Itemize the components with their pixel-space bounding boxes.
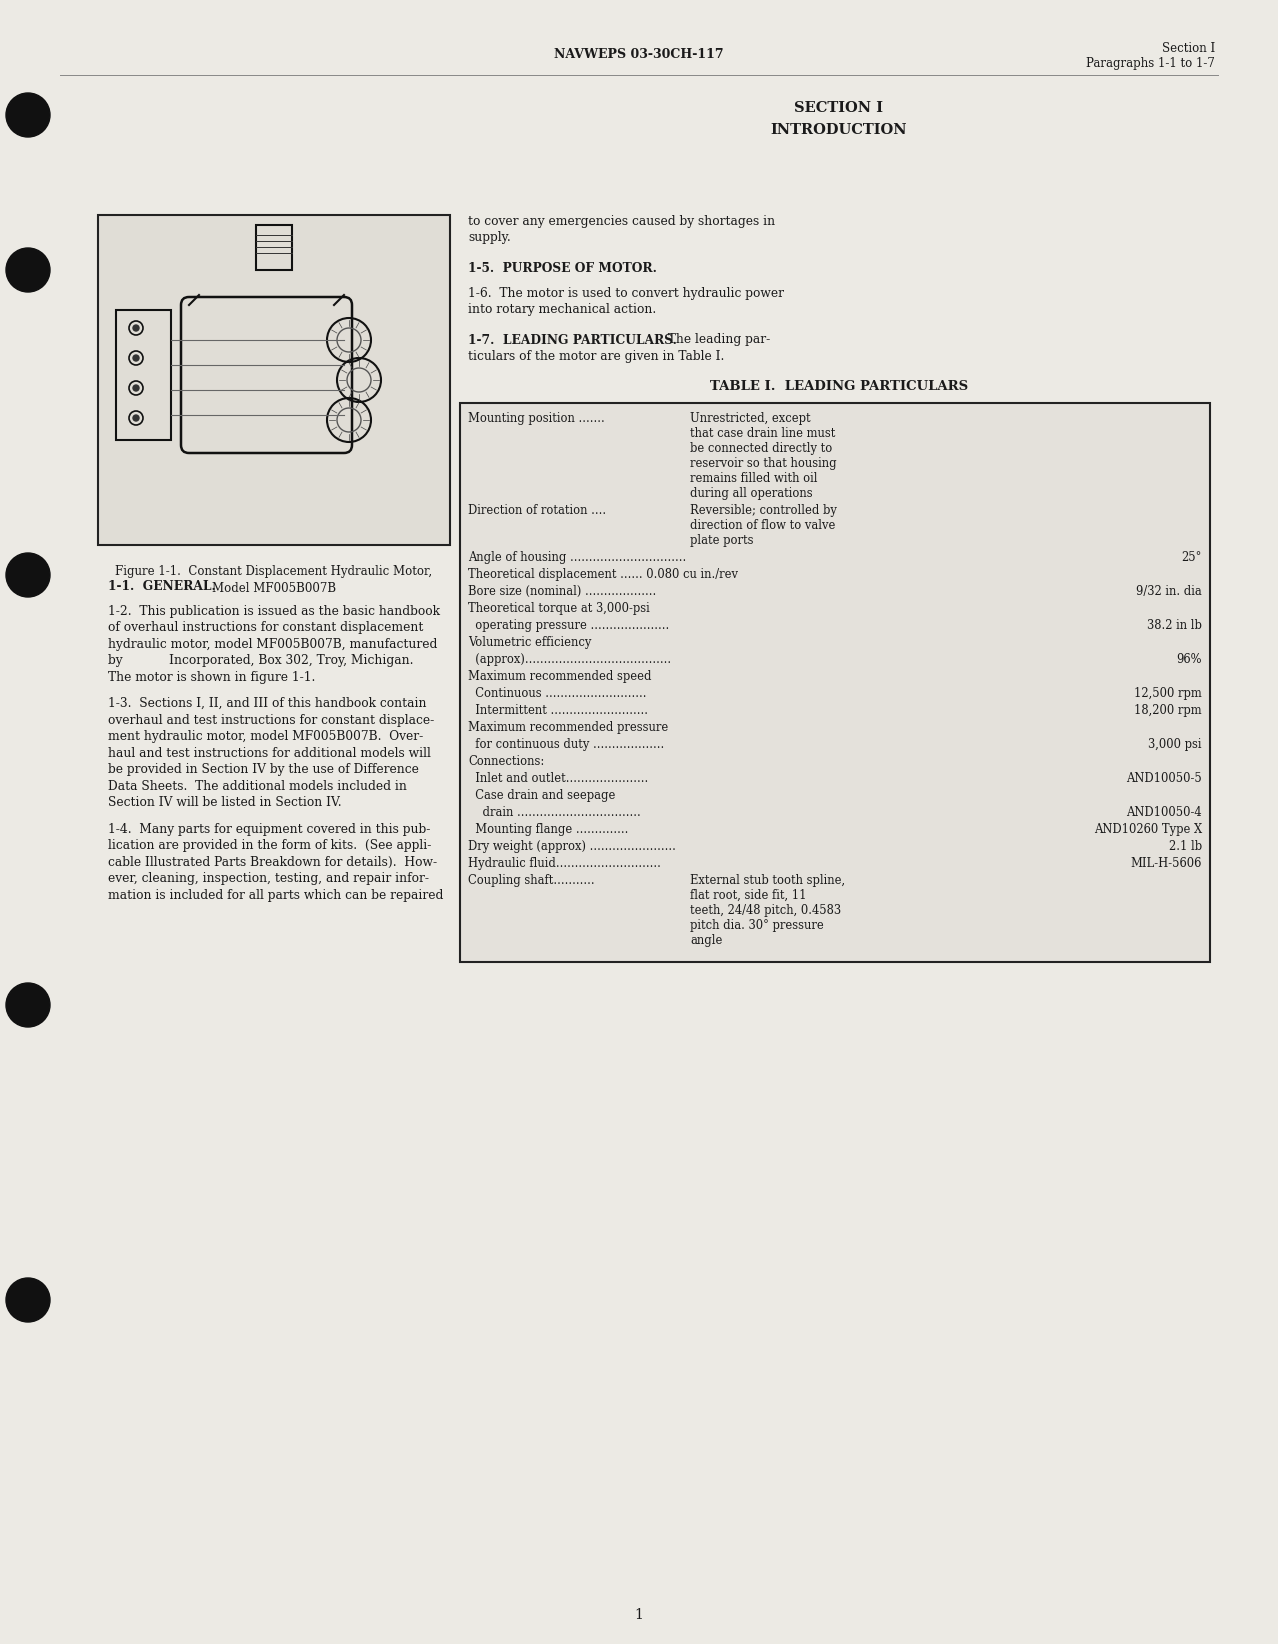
Text: 2.1 lb: 2.1 lb (1169, 840, 1203, 853)
Text: direction of flow to valve: direction of flow to valve (690, 518, 836, 531)
Text: 1-7.  LEADING PARTICULARS.: 1-7. LEADING PARTICULARS. (468, 334, 677, 347)
Text: be provided in Section IV by the use of Difference: be provided in Section IV by the use of … (109, 763, 419, 776)
Text: Case drain and seepage: Case drain and seepage (468, 789, 616, 802)
Circle shape (6, 94, 50, 136)
Text: AND10050-4: AND10050-4 (1126, 806, 1203, 819)
Text: into rotary mechanical action.: into rotary mechanical action. (468, 302, 656, 316)
Text: SECTION I: SECTION I (795, 100, 883, 115)
Circle shape (6, 983, 50, 1028)
Text: ever, cleaning, inspection, testing, and repair infor-: ever, cleaning, inspection, testing, and… (109, 871, 429, 884)
Text: Volumetric efficiency: Volumetric efficiency (468, 636, 592, 648)
Text: 1-4.  Many parts for equipment covered in this pub-: 1-4. Many parts for equipment covered in… (109, 822, 431, 835)
Text: Maximum recommended speed: Maximum recommended speed (468, 669, 652, 682)
Text: overhaul and test instructions for constant displace-: overhaul and test instructions for const… (109, 713, 435, 727)
Text: ticulars of the motor are given in Table I.: ticulars of the motor are given in Table… (468, 350, 725, 363)
Text: 1-6.  The motor is used to convert hydraulic power: 1-6. The motor is used to convert hydrau… (468, 286, 783, 299)
Text: 9/32 in. dia: 9/32 in. dia (1136, 585, 1203, 597)
Bar (116, 311, 171, 441)
Text: 96%: 96% (1177, 653, 1203, 666)
Text: INTRODUCTION: INTRODUCTION (771, 123, 907, 136)
Text: Data Sheets.  The additional models included in: Data Sheets. The additional models inclu… (109, 779, 406, 792)
Text: Model MF005B007B: Model MF005B007B (212, 582, 336, 595)
Text: Mounting position .......: Mounting position ....... (468, 411, 604, 424)
Text: 3,000 psi: 3,000 psi (1149, 738, 1203, 751)
Text: during all operations: during all operations (690, 487, 813, 500)
Text: Paragraphs 1-1 to 1-7: Paragraphs 1-1 to 1-7 (1086, 58, 1215, 71)
Text: Mounting flange ..............: Mounting flange .............. (468, 822, 629, 835)
Text: supply.: supply. (468, 232, 511, 245)
Text: angle: angle (690, 934, 722, 947)
Text: be connected directly to: be connected directly to (690, 442, 832, 454)
Circle shape (133, 326, 139, 330)
Text: remains filled with oil: remains filled with oil (690, 472, 818, 485)
Text: 25°: 25° (1182, 551, 1203, 564)
Circle shape (133, 355, 139, 362)
Text: The motor is shown in figure 1-1.: The motor is shown in figure 1-1. (109, 671, 316, 684)
Text: by            Incorporated, Box 302, Troy, Michigan.: by Incorporated, Box 302, Troy, Michigan… (109, 654, 414, 667)
Circle shape (6, 248, 50, 293)
Bar (98, 215, 450, 546)
Text: 1-2.  This publication is issued as the basic handbook: 1-2. This publication is issued as the b… (109, 605, 440, 618)
Text: External stub tooth spline,: External stub tooth spline, (690, 873, 845, 886)
Text: Direction of rotation ....: Direction of rotation .... (468, 503, 606, 516)
Text: AND10260 Type X: AND10260 Type X (1094, 822, 1203, 835)
Text: 38.2 in lb: 38.2 in lb (1148, 618, 1203, 631)
Text: TABLE I.  LEADING PARTICULARS: TABLE I. LEADING PARTICULARS (711, 380, 967, 393)
Text: Coupling shaft...........: Coupling shaft........... (468, 873, 594, 886)
Text: reservoir so that housing: reservoir so that housing (690, 457, 837, 470)
Text: 12,500 rpm: 12,500 rpm (1135, 687, 1203, 699)
Text: hydraulic motor, model MF005B007B, manufactured: hydraulic motor, model MF005B007B, manuf… (109, 638, 437, 651)
Text: Reversible; controlled by: Reversible; controlled by (690, 503, 837, 516)
Text: 1-5.  PURPOSE OF MOTOR.: 1-5. PURPOSE OF MOTOR. (468, 261, 657, 275)
Text: Section I: Section I (1162, 41, 1215, 54)
Circle shape (133, 385, 139, 391)
Text: Unrestricted, except: Unrestricted, except (690, 411, 810, 424)
Text: lication are provided in the form of kits.  (See appli-: lication are provided in the form of kit… (109, 838, 432, 852)
Circle shape (6, 552, 50, 597)
Text: haul and test instructions for additional models will: haul and test instructions for additiona… (109, 746, 431, 760)
Text: The leading par-: The leading par- (659, 334, 771, 347)
Text: that case drain line must: that case drain line must (690, 426, 836, 439)
Text: of overhaul instructions for constant displacement: of overhaul instructions for constant di… (109, 621, 423, 635)
Circle shape (6, 1277, 50, 1322)
Text: 1: 1 (635, 1608, 643, 1623)
Text: drain .................................: drain ................................. (468, 806, 640, 819)
Text: pitch dia. 30° pressure: pitch dia. 30° pressure (690, 919, 824, 932)
Text: Connections:: Connections: (468, 755, 544, 768)
Text: teeth, 24/48 pitch, 0.4583: teeth, 24/48 pitch, 0.4583 (690, 904, 841, 916)
Text: operating pressure .....................: operating pressure ..................... (468, 618, 670, 631)
Text: to cover any emergencies caused by shortages in: to cover any emergencies caused by short… (468, 215, 776, 229)
Text: flat root, side fit, 11: flat root, side fit, 11 (690, 888, 806, 901)
Text: ment hydraulic motor, model MF005B007B.  Over-: ment hydraulic motor, model MF005B007B. … (109, 730, 423, 743)
Text: (approx).......................................: (approx)................................… (468, 653, 671, 666)
Bar (256, 225, 291, 270)
Text: 1-1.  GENERAL.: 1-1. GENERAL. (109, 580, 216, 593)
Text: Bore size (nominal) ...................: Bore size (nominal) ................... (468, 585, 656, 597)
Bar (460, 403, 1210, 962)
Text: Section IV will be listed in Section IV.: Section IV will be listed in Section IV. (109, 796, 341, 809)
Text: cable Illustrated Parts Breakdown for details).  How-: cable Illustrated Parts Breakdown for de… (109, 855, 437, 868)
Text: AND10050-5: AND10050-5 (1126, 771, 1203, 784)
Text: NAVWEPS 03-30CH-117: NAVWEPS 03-30CH-117 (555, 49, 723, 61)
Text: plate ports: plate ports (690, 534, 754, 546)
Text: Hydraulic fluid............................: Hydraulic fluid.........................… (468, 857, 661, 870)
Text: 18,200 rpm: 18,200 rpm (1135, 704, 1203, 717)
Text: Figure 1-1.  Constant Displacement Hydraulic Motor,: Figure 1-1. Constant Displacement Hydrau… (115, 566, 432, 579)
Text: mation is included for all parts which can be repaired: mation is included for all parts which c… (109, 888, 443, 901)
Circle shape (133, 414, 139, 421)
Text: for continuous duty ...................: for continuous duty ................... (468, 738, 665, 751)
Text: Theoretical displacement ...... 0.080 cu in./rev: Theoretical displacement ...... 0.080 cu… (468, 567, 737, 580)
Text: Inlet and outlet......................: Inlet and outlet...................... (468, 771, 648, 784)
Text: Theoretical torque at 3,000-psi: Theoretical torque at 3,000-psi (468, 602, 649, 615)
Text: MIL-H-5606: MIL-H-5606 (1131, 857, 1203, 870)
Text: Maximum recommended pressure: Maximum recommended pressure (468, 720, 668, 733)
Text: 1-3.  Sections I, II, and III of this handbook contain: 1-3. Sections I, II, and III of this han… (109, 697, 427, 710)
Text: Intermittent ..........................: Intermittent .......................... (468, 704, 648, 717)
Text: Angle of housing ...............................: Angle of housing .......................… (468, 551, 686, 564)
Text: Continuous ...........................: Continuous ........................... (468, 687, 647, 699)
Text: Dry weight (approx) .......................: Dry weight (approx) ....................… (468, 840, 676, 853)
